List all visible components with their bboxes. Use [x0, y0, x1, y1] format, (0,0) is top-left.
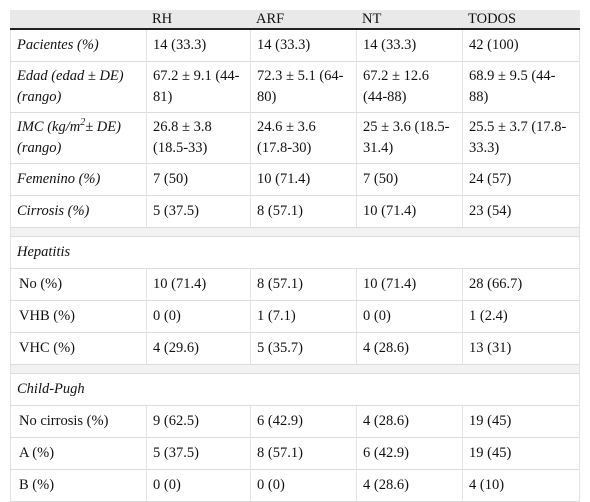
cell-nt: 4 (28.6)	[356, 470, 462, 502]
cell-todos: 1 (2.4)	[462, 301, 580, 333]
row-edad: Edad (edad ± DE) (rango) 67.2 ± 9.1 (44-…	[10, 62, 580, 113]
section-title: Hepatitis	[10, 237, 580, 269]
cell-rh: 10 (71.4)	[146, 269, 250, 301]
cell-nt: 4 (28.6)	[356, 406, 462, 438]
cell-todos: 68.9 ± 9.5 (44-88)	[462, 62, 580, 113]
cell-nt: 14 (33.3)	[356, 30, 462, 62]
cell-todos: 24 (57)	[462, 164, 580, 196]
cell-arf: 8 (57.1)	[250, 196, 356, 228]
row-label: A (%)	[10, 438, 146, 470]
row-cp-b: B (%) 0 (0) 0 (0) 4 (28.6) 4 (10)	[10, 470, 580, 502]
header-nt: NT	[356, 10, 462, 30]
section-child-pugh: Child-Pugh	[10, 374, 580, 406]
cell-todos: 4 (10)	[462, 470, 580, 502]
cell-todos: 19 (45)	[462, 438, 580, 470]
row-label: Pacientes (%)	[10, 30, 146, 62]
cell-arf: 0 (0)	[250, 470, 356, 502]
section-title: Child-Pugh	[10, 374, 580, 406]
cell-rh: 14 (33.3)	[146, 30, 250, 62]
cell-arf: 10 (71.4)	[250, 164, 356, 196]
row-hep-vhb: VHB (%) 0 (0) 1 (7.1) 0 (0) 1 (2.4)	[10, 301, 580, 333]
cell-todos: 19 (45)	[462, 406, 580, 438]
cell-rh: 0 (0)	[146, 301, 250, 333]
row-hep-vhc: VHC (%) 4 (29.6) 5 (35.7) 4 (28.6) 13 (3…	[10, 333, 580, 365]
cell-todos: 42 (100)	[462, 30, 580, 62]
spacer-row	[10, 365, 580, 374]
cell-rh: 0 (0)	[146, 470, 250, 502]
table-container: RH ARF NT TODOS Pacientes (%) 14 (33.3) …	[10, 10, 580, 502]
row-label: IMC (kg/m2± DE) (rango)	[10, 113, 146, 164]
cell-arf: 8 (57.1)	[250, 269, 356, 301]
cell-nt: 10 (71.4)	[356, 196, 462, 228]
cell-arf: 5 (35.7)	[250, 333, 356, 365]
cell-rh: 7 (50)	[146, 164, 250, 196]
spacer-cell	[10, 228, 580, 237]
row-femenino: Femenino (%) 7 (50) 10 (71.4) 7 (50) 24 …	[10, 164, 580, 196]
cell-rh: 4 (29.6)	[146, 333, 250, 365]
row-hep-no: No (%) 10 (71.4) 8 (57.1) 10 (71.4) 28 (…	[10, 269, 580, 301]
row-cp-a: A (%) 5 (37.5) 8 (57.1) 6 (42.9) 19 (45)	[10, 438, 580, 470]
row-pacientes: Pacientes (%) 14 (33.3) 14 (33.3) 14 (33…	[10, 30, 580, 62]
imc-label-post: ± DE) (rango)	[17, 119, 121, 156]
row-cp-no-cirrosis: No cirrosis (%) 9 (62.5) 6 (42.9) 4 (28.…	[10, 406, 580, 438]
cell-nt: 10 (71.4)	[356, 269, 462, 301]
header-row: RH ARF NT TODOS	[10, 10, 580, 30]
cell-arf: 6 (42.9)	[250, 406, 356, 438]
cell-rh: 67.2 ± 9.1 (44-81)	[146, 62, 250, 113]
data-table: RH ARF NT TODOS Pacientes (%) 14 (33.3) …	[10, 10, 580, 502]
cell-todos: 13 (31)	[462, 333, 580, 365]
cell-arf: 14 (33.3)	[250, 30, 356, 62]
row-label: No (%)	[10, 269, 146, 301]
imc-label-sup: 2	[80, 117, 86, 129]
row-label: Cirrosis (%)	[10, 196, 146, 228]
cell-rh: 5 (37.5)	[146, 196, 250, 228]
cell-nt: 67.2 ± 12.6 (44-88)	[356, 62, 462, 113]
cell-nt: 25 ± 3.6 (18.5-31.4)	[356, 113, 462, 164]
row-label: VHB (%)	[10, 301, 146, 333]
row-label: B (%)	[10, 470, 146, 502]
row-label: Femenino (%)	[10, 164, 146, 196]
row-label: No cirrosis (%)	[10, 406, 146, 438]
cell-todos: 23 (54)	[462, 196, 580, 228]
spacer-row	[10, 228, 580, 237]
cell-nt: 4 (28.6)	[356, 333, 462, 365]
cell-nt: 0 (0)	[356, 301, 462, 333]
row-imc: IMC (kg/m2± DE) (rango) 26.8 ± 3.8 (18.5…	[10, 113, 580, 164]
row-cirrosis: Cirrosis (%) 5 (37.5) 8 (57.1) 10 (71.4)…	[10, 196, 580, 228]
header-rh: RH	[146, 10, 250, 30]
cell-arf: 8 (57.1)	[250, 438, 356, 470]
row-label: VHC (%)	[10, 333, 146, 365]
cell-rh: 26.8 ± 3.8 (18.5-33)	[146, 113, 250, 164]
spacer-cell	[10, 365, 580, 374]
cell-nt: 7 (50)	[356, 164, 462, 196]
header-blank	[10, 10, 146, 30]
cell-rh: 5 (37.5)	[146, 438, 250, 470]
cell-todos: 25.5 ± 3.7 (17.8-33.3)	[462, 113, 580, 164]
cell-nt: 6 (42.9)	[356, 438, 462, 470]
cell-arf: 72.3 ± 5.1 (64-80)	[250, 62, 356, 113]
cell-rh: 9 (62.5)	[146, 406, 250, 438]
cell-todos: 28 (66.7)	[462, 269, 580, 301]
header-arf: ARF	[250, 10, 356, 30]
cell-arf: 1 (7.1)	[250, 301, 356, 333]
cell-arf: 24.6 ± 3.6 (17.8-30)	[250, 113, 356, 164]
row-label: Edad (edad ± DE) (rango)	[10, 62, 146, 113]
header-todos: TODOS	[462, 10, 580, 30]
imc-label-pre: IMC (kg/m	[17, 119, 81, 135]
section-hepatitis: Hepatitis	[10, 237, 580, 269]
